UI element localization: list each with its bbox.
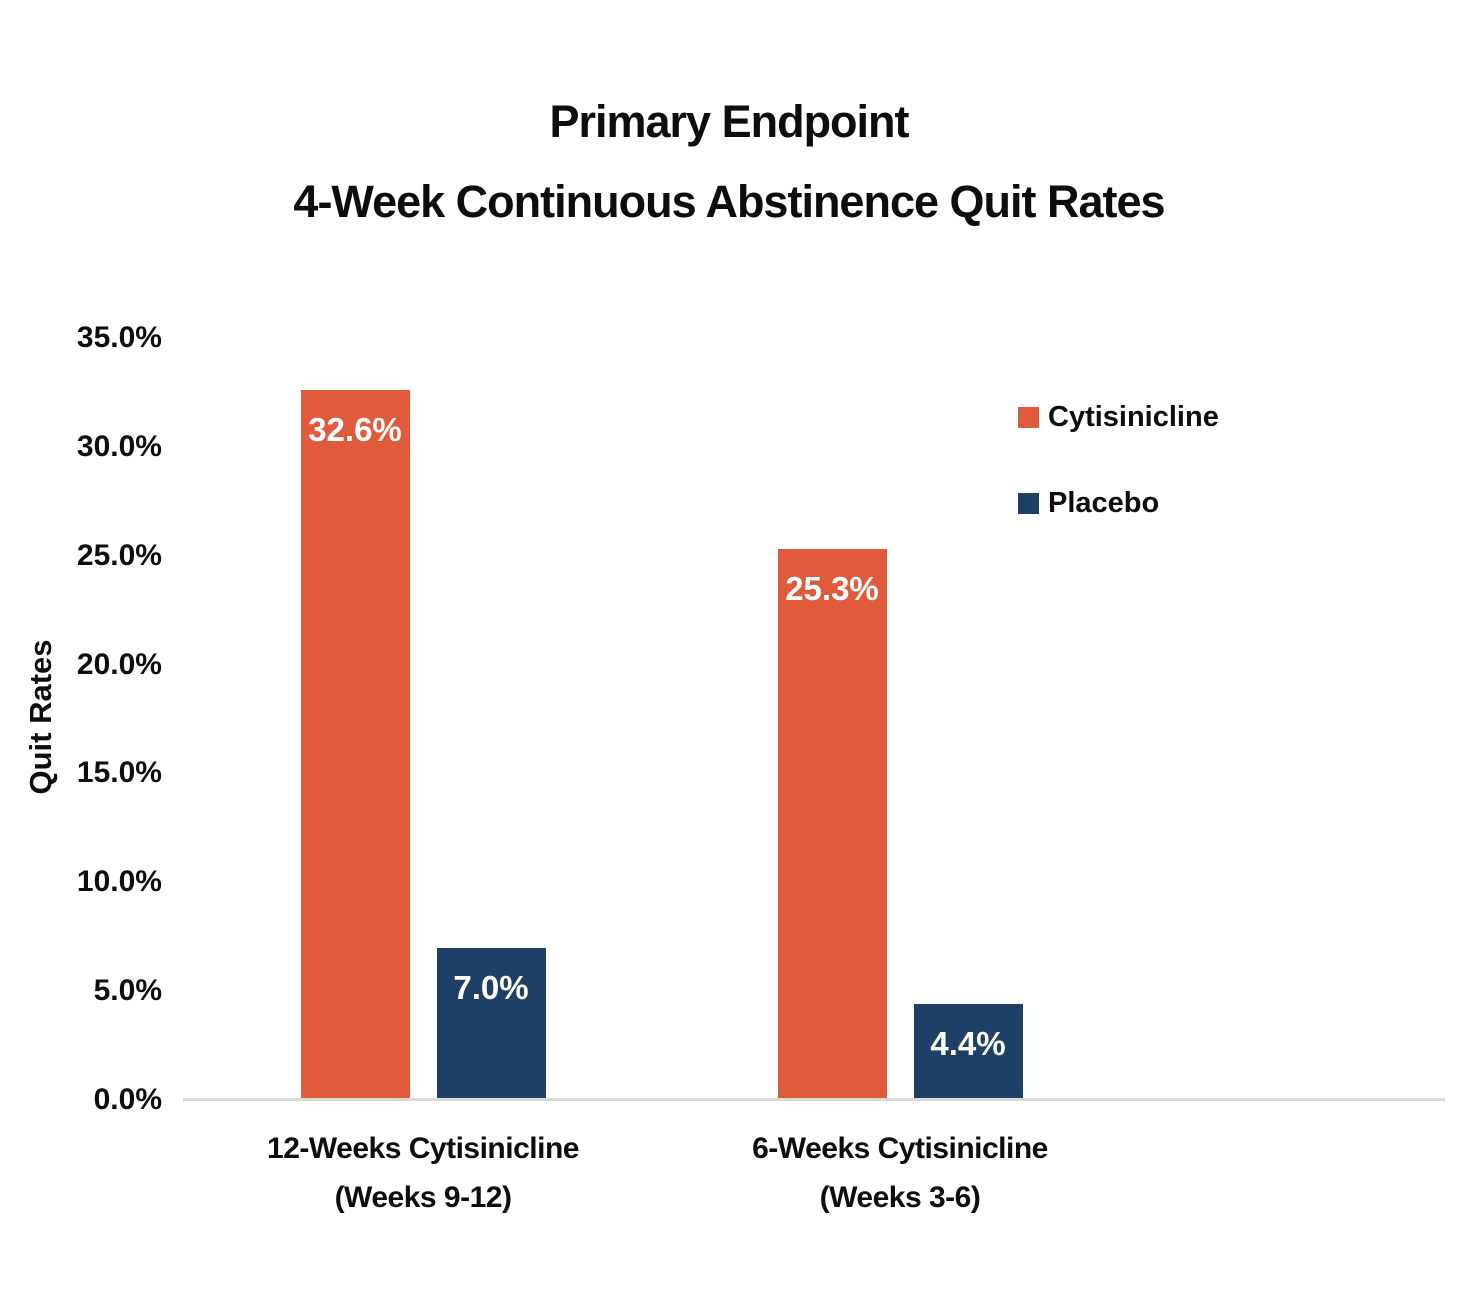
x-category-line2: (Weeks 9-12) [334, 1181, 512, 1214]
y-tick-label: 30.0% [76, 429, 162, 463]
x-category-line2: (Weeks 3-6) [819, 1181, 981, 1214]
x-axis-line [183, 1098, 1445, 1101]
x-category-line1: 6-Weeks Cytisinicline [752, 1132, 1048, 1165]
bar-cytisinicline-group1 [300, 390, 410, 1098]
x-category-label: 6-Weeks Cytisinicline (Weeks 3-6) [590, 1124, 1210, 1222]
bar-cytisinicline-group2 [777, 549, 887, 1098]
bar-placebo-group1 [436, 947, 546, 1098]
bar-value-label: 32.6% [308, 411, 402, 449]
chart-title-line1: Primary Endpoint [549, 96, 909, 147]
bar-value-label: 4.4% [930, 1025, 1006, 1063]
legend-item-placebo: Placebo [1018, 487, 1159, 520]
chart-title: Primary Endpoint 4-Week Continuous Absti… [0, 82, 1458, 242]
y-tick-label: 15.0% [76, 756, 162, 790]
y-tick-label: 25.0% [76, 538, 162, 572]
y-tick-label: 10.0% [76, 865, 162, 899]
legend-label: Cytisinicline [1048, 401, 1219, 433]
legend-swatch-cytisinicline [1018, 407, 1039, 428]
legend-label: Placebo [1048, 487, 1160, 519]
chart-title-line2: 4-Week Continuous Abstinence Quit Rates [293, 176, 1165, 227]
y-tick-label: 0.0% [93, 1083, 162, 1116]
y-tick-label: 5.0% [93, 974, 162, 1008]
x-category-label: 12-Weeks Cytisinicline (Weeks 9-12) [113, 1124, 733, 1222]
bar-value-label: 7.0% [453, 968, 529, 1006]
legend-item-cytisinicline: Cytisinicline [1018, 401, 1219, 434]
bar-value-label: 25.3% [785, 570, 879, 608]
y-tick-label: 20.0% [76, 647, 162, 681]
y-tick-label: 35.0% [76, 321, 162, 354]
x-category-line1: 12-Weeks Cytisinicline [267, 1132, 579, 1165]
bar-placebo-group2 [913, 1004, 1023, 1098]
legend-swatch-placebo [1018, 493, 1039, 514]
